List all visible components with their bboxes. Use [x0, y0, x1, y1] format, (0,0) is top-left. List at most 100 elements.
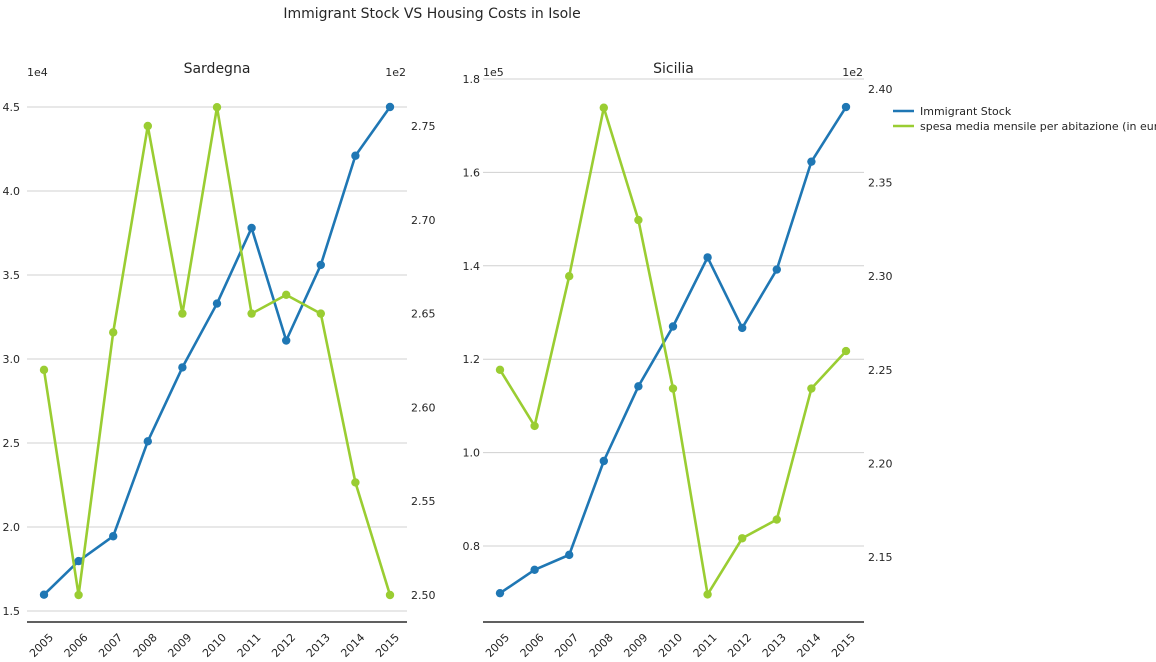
data-point-spesa-media [143, 121, 152, 131]
y-left-tick-label: 2.5 [3, 437, 21, 450]
data-point-immigrant-stock [212, 299, 222, 308]
x-tick-label: 2007 [552, 631, 581, 658]
data-point-spesa-media [738, 534, 747, 543]
y-left-tick-label: 3.5 [3, 269, 21, 282]
y-left-tick-label: 1.2 [463, 353, 481, 366]
data-point-spesa-media [807, 384, 816, 393]
x-tick-label: 2011 [691, 631, 720, 658]
data-point-immigrant-stock [351, 151, 360, 160]
data-point-spesa-media [495, 365, 505, 374]
x-tick-label: 2010 [200, 631, 229, 658]
data-point-immigrant-stock [634, 382, 643, 391]
data-point-spesa-media [530, 421, 539, 431]
x-tick-label: 2009 [165, 631, 194, 658]
y-right-tick-label: 2.20 [868, 457, 893, 470]
y-right-tick-label: 2.65 [411, 308, 436, 321]
series-line-spesa-media [42, 105, 392, 597]
data-point-spesa-media [109, 328, 118, 337]
y-right-tick-label: 2.70 [411, 214, 436, 227]
y-left-tick-label: 1.6 [463, 166, 481, 179]
y-left-tick-label: 1.8 [463, 73, 481, 86]
y-left-tick-label: 4.0 [3, 185, 21, 198]
y-right-tick-label: 2.75 [411, 120, 436, 133]
x-tick-label: 2015 [829, 631, 858, 658]
chart-legend: Immigrant Stock spesa media mensile per a… [893, 105, 1156, 133]
x-tick-label: 2010 [656, 631, 685, 658]
x-tick-label: 2011 [235, 631, 264, 658]
chart-panel-sardegna: Sardegna 1.5 2.0 2.5 3.0 3.5 4.0 4.5 1e4 2.50 2.55… [3, 61, 436, 660]
y-left-tick-label: 1.5 [3, 605, 21, 618]
data-point-spesa-media [282, 290, 291, 300]
data-point-spesa-media [599, 103, 608, 112]
data-point-spesa-media [316, 309, 325, 318]
y-right-tick-label: 2.40 [868, 83, 893, 96]
data-point-spesa-media [841, 346, 851, 356]
x-tick-label: 2009 [621, 631, 650, 658]
data-point-immigrant-stock [807, 157, 816, 166]
panel-title: Sardegna [184, 61, 251, 77]
legend-label: Immigrant Stock [920, 105, 1012, 118]
x-tick-label: 2015 [373, 631, 402, 658]
y-left-tick-label: 1.4 [463, 260, 481, 273]
data-point-immigrant-stock [39, 590, 49, 599]
series-line-immigrant-stock [43, 106, 392, 596]
data-point-immigrant-stock [74, 556, 83, 566]
data-point-spesa-media [74, 590, 83, 600]
data-point-immigrant-stock [565, 550, 574, 560]
x-tick-label: 2006 [518, 631, 547, 658]
y-left-offset-label: 1e4 [27, 66, 48, 79]
x-tick-label: 2013 [760, 631, 789, 658]
y-left-tick-label: 2.0 [3, 521, 21, 534]
x-tick-label: 2005 [27, 631, 56, 658]
x-tick-label: 2014 [338, 631, 367, 658]
x-tick-label: 2008 [131, 631, 160, 658]
data-point-spesa-media [351, 478, 360, 487]
data-point-spesa-media [703, 590, 712, 599]
data-point-immigrant-stock [703, 253, 712, 262]
data-point-immigrant-stock [772, 265, 781, 274]
data-point-immigrant-stock [668, 322, 678, 331]
data-point-spesa-media [634, 215, 643, 225]
chart-suptitle: Immigrant Stock VS Housing Costs in Isol… [283, 6, 580, 22]
y-right-tick-label: 2.30 [868, 270, 893, 283]
data-point-immigrant-stock [530, 565, 539, 575]
data-point-immigrant-stock [738, 323, 747, 333]
y-left-tick-label: 1.0 [463, 447, 481, 460]
series-line-spesa-media [498, 106, 847, 596]
data-point-immigrant-stock [316, 260, 325, 270]
data-point-spesa-media [212, 103, 222, 112]
y-right-tick-label: 2.50 [411, 589, 436, 602]
data-point-spesa-media [385, 590, 395, 600]
data-point-immigrant-stock [841, 102, 851, 112]
y-right-offset-label: 1e2 [842, 66, 863, 79]
x-tick-label: 2007 [96, 631, 125, 658]
y-right-tick-label: 2.25 [868, 364, 893, 377]
x-tick-label: 2005 [483, 631, 512, 658]
legend-label: spesa media mensile per abitazione (in e… [920, 120, 1156, 133]
y-left-tick-label: 4.5 [3, 101, 21, 114]
data-point-spesa-media [668, 384, 678, 393]
data-point-spesa-media [178, 309, 187, 318]
y-right-tick-label: 2.15 [868, 551, 893, 564]
panel-title: Sicilia [653, 61, 694, 77]
data-point-immigrant-stock [385, 102, 395, 112]
data-point-immigrant-stock [178, 363, 187, 372]
y-right-tick-label: 2.35 [868, 177, 893, 190]
y-right-tick-label: 2.55 [411, 495, 436, 508]
y-left-offset-label: 1e5 [483, 66, 504, 79]
data-point-spesa-media [39, 365, 49, 375]
y-left-tick-label: 3.0 [3, 353, 21, 366]
data-point-immigrant-stock [143, 437, 152, 446]
data-point-immigrant-stock [247, 223, 256, 233]
data-point-spesa-media [772, 515, 781, 524]
x-tick-label: 2008 [587, 631, 616, 658]
data-point-immigrant-stock [282, 336, 291, 345]
x-tick-label: 2014 [794, 631, 823, 658]
x-tick-label: 2012 [269, 631, 298, 658]
data-point-immigrant-stock [109, 532, 118, 541]
x-tick-label: 2006 [62, 631, 91, 658]
data-point-spesa-media [247, 309, 256, 318]
data-point-immigrant-stock [599, 456, 608, 466]
